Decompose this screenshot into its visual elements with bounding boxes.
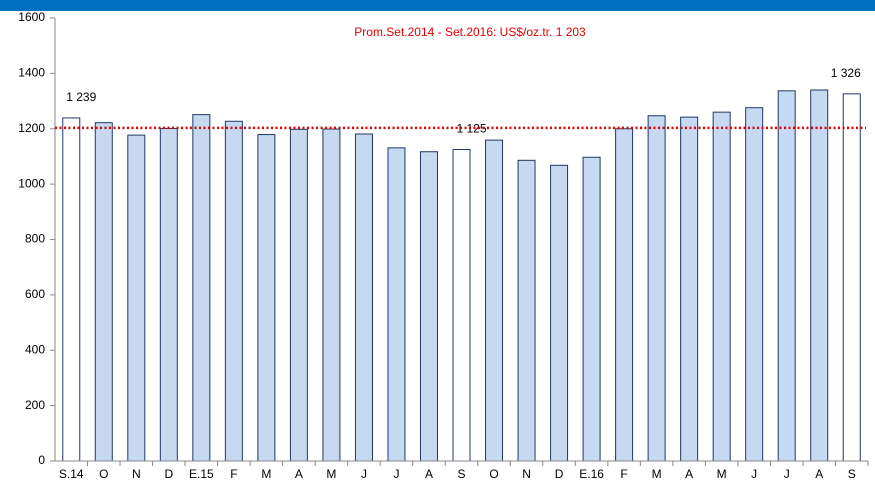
x-tick-label: J (784, 467, 790, 481)
x-tick-label: J (361, 467, 367, 481)
x-tick-label: N (132, 467, 141, 481)
y-tick-label: 1400 (18, 66, 45, 80)
bar (354, 133, 373, 462)
bar (159, 127, 178, 462)
x-tick-label: D (164, 467, 173, 481)
bar (485, 139, 504, 462)
x-tick-label: J (393, 467, 399, 481)
bar (745, 107, 764, 462)
bar (452, 149, 471, 462)
value-label: 1 125 (456, 122, 486, 136)
bar (712, 111, 731, 462)
bar (62, 117, 81, 462)
value-label: 1 239 (66, 90, 96, 104)
y-tick-label: 200 (25, 398, 45, 412)
x-tick-label: F (230, 467, 237, 481)
x-tick-label: S.14 (59, 467, 84, 481)
x-tick-label: A (425, 467, 433, 481)
bar (550, 164, 569, 462)
x-tick-label: M (652, 467, 662, 481)
bar (387, 147, 406, 462)
x-tick-label: S (457, 467, 465, 481)
x-tick-label: A (685, 467, 693, 481)
bar (647, 115, 666, 462)
x-tick-label: M (326, 467, 336, 481)
y-tick-label: 600 (25, 287, 45, 301)
x-tick-label: O (489, 467, 498, 481)
x-tick-label: N (522, 467, 531, 481)
y-tick-label: 400 (25, 342, 45, 356)
bar (842, 93, 861, 462)
average-annotation: Prom.Set.2014 - Set.2016: US$/oz.tr. 1 2… (354, 25, 586, 39)
y-tick-label: 1200 (18, 121, 45, 135)
x-tick-label: O (99, 467, 108, 481)
bar (582, 156, 601, 462)
bar (517, 159, 536, 462)
y-tick-label: 1000 (18, 176, 45, 190)
x-tick-label: A (815, 467, 823, 481)
x-tick-label: D (555, 467, 564, 481)
header-band (0, 0, 875, 11)
x-tick-label: M (717, 467, 727, 481)
x-tick-label: M (261, 467, 271, 481)
y-tick-label: 1600 (18, 10, 45, 24)
value-label: 1 326 (831, 66, 861, 80)
bar (322, 128, 341, 462)
bar (224, 120, 243, 462)
y-tick-label: 800 (25, 232, 45, 246)
x-tick-label: E.16 (579, 467, 604, 481)
bar (810, 89, 829, 462)
bar (777, 90, 796, 462)
bar (192, 114, 211, 462)
x-tick-label: A (295, 467, 303, 481)
bar (127, 134, 146, 462)
x-tick-label: J (751, 467, 757, 481)
bar (615, 128, 634, 462)
bar (419, 151, 438, 462)
x-tick-label: F (620, 467, 627, 481)
x-tick-label: E.15 (189, 467, 214, 481)
bar (289, 128, 308, 462)
bar (257, 134, 276, 462)
x-tick-label: S (848, 467, 856, 481)
bar (680, 116, 699, 462)
bar (94, 122, 113, 462)
y-tick-label: 0 (38, 453, 45, 467)
